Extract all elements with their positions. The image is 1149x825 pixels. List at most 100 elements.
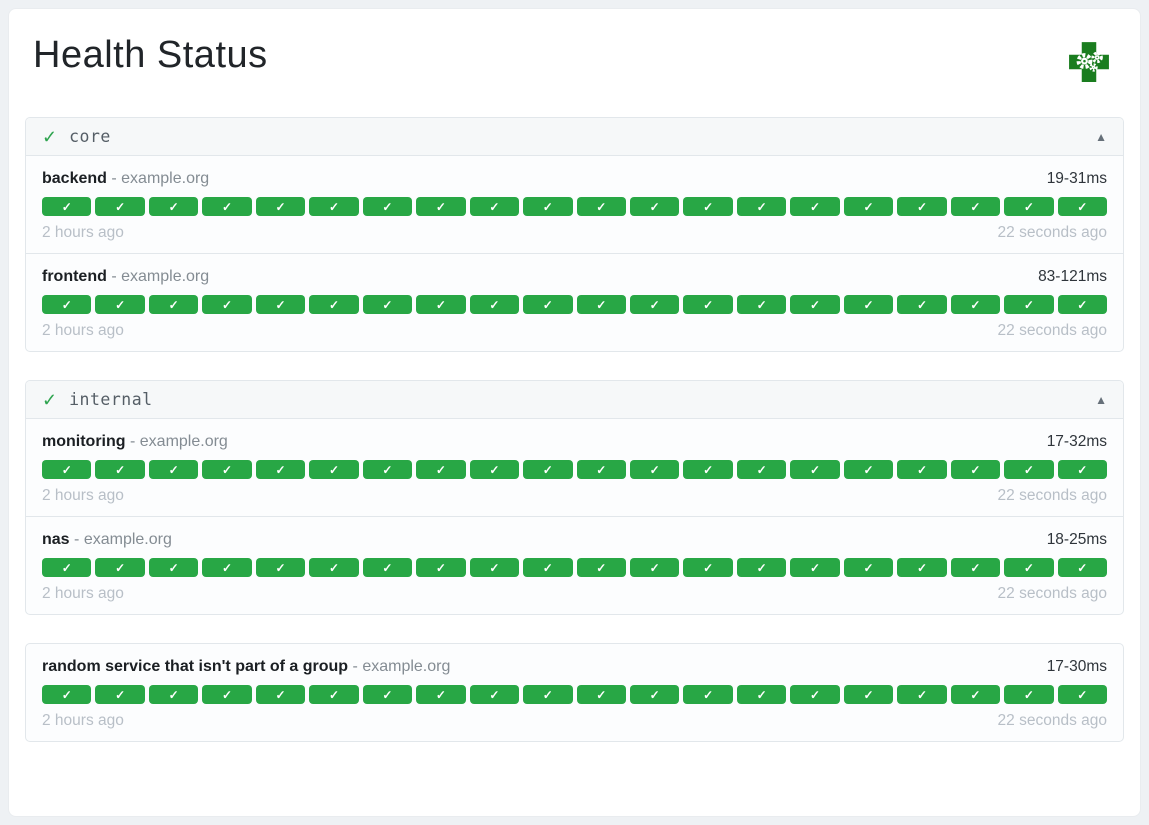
health-check-badge[interactable]: ✓ <box>416 295 466 314</box>
health-check-badge[interactable]: ✓ <box>202 685 252 704</box>
health-check-badge[interactable]: ✓ <box>42 685 92 704</box>
health-check-badge[interactable]: ✓ <box>523 685 573 704</box>
health-check-badge[interactable]: ✓ <box>202 460 252 479</box>
health-check-badge[interactable]: ✓ <box>416 197 466 216</box>
health-check-badge[interactable]: ✓ <box>148 460 199 479</box>
health-check-badge[interactable]: ✓ <box>362 558 413 577</box>
health-check-badge[interactable]: ✓ <box>843 685 894 704</box>
health-check-badge[interactable]: ✓ <box>42 558 92 577</box>
health-check-badge[interactable]: ✓ <box>1004 685 1054 704</box>
health-check-badge[interactable]: ✓ <box>1004 460 1054 479</box>
health-check-badge[interactable]: ✓ <box>42 460 92 479</box>
health-check-badge[interactable]: ✓ <box>202 295 252 314</box>
health-check-badge[interactable]: ✓ <box>736 295 787 314</box>
health-check-badge[interactable]: ✓ <box>309 558 359 577</box>
health-check-badge[interactable]: ✓ <box>1057 197 1108 216</box>
health-check-badge[interactable]: ✓ <box>683 685 733 704</box>
health-check-badge[interactable]: ✓ <box>255 197 306 216</box>
health-check-badge[interactable]: ✓ <box>629 685 680 704</box>
health-check-badge[interactable]: ✓ <box>42 197 92 216</box>
health-check-badge[interactable]: ✓ <box>629 460 680 479</box>
health-check-badge[interactable]: ✓ <box>950 197 1001 216</box>
health-check-badge[interactable]: ✓ <box>362 295 413 314</box>
health-check-badge[interactable]: ✓ <box>42 295 92 314</box>
health-check-badge[interactable]: ✓ <box>576 558 626 577</box>
health-check-badge[interactable]: ✓ <box>309 460 359 479</box>
health-check-badge[interactable]: ✓ <box>309 685 359 704</box>
health-check-badge[interactable]: ✓ <box>790 558 840 577</box>
health-check-badge[interactable]: ✓ <box>469 685 520 704</box>
health-check-badge[interactable]: ✓ <box>95 558 145 577</box>
health-check-badge[interactable]: ✓ <box>95 685 145 704</box>
health-check-badge[interactable]: ✓ <box>202 558 252 577</box>
health-check-badge[interactable]: ✓ <box>790 295 840 314</box>
health-check-badge[interactable]: ✓ <box>469 460 520 479</box>
health-check-badge[interactable]: ✓ <box>416 685 466 704</box>
health-check-badge[interactable]: ✓ <box>469 197 520 216</box>
health-check-badge[interactable]: ✓ <box>897 558 947 577</box>
health-check-badge[interactable]: ✓ <box>255 558 306 577</box>
health-check-badge[interactable]: ✓ <box>950 685 1001 704</box>
health-check-badge[interactable]: ✓ <box>843 558 894 577</box>
health-check-badge[interactable]: ✓ <box>309 295 359 314</box>
health-check-badge[interactable]: ✓ <box>255 460 306 479</box>
health-check-badge[interactable]: ✓ <box>576 295 626 314</box>
health-check-badge[interactable]: ✓ <box>523 295 573 314</box>
health-check-badge[interactable]: ✓ <box>843 197 894 216</box>
health-check-badge[interactable]: ✓ <box>576 685 626 704</box>
health-check-badge[interactable]: ✓ <box>843 295 894 314</box>
health-check-badge[interactable]: ✓ <box>1004 295 1054 314</box>
health-check-badge[interactable]: ✓ <box>736 460 787 479</box>
health-check-badge[interactable]: ✓ <box>469 558 520 577</box>
health-check-badge[interactable]: ✓ <box>790 197 840 216</box>
group-header[interactable]: ✓ internal ▲ <box>26 381 1123 419</box>
health-check-badge[interactable]: ✓ <box>309 197 359 216</box>
health-check-badge[interactable]: ✓ <box>950 558 1001 577</box>
health-check-badge[interactable]: ✓ <box>469 295 520 314</box>
health-check-badge[interactable]: ✓ <box>1004 558 1054 577</box>
health-check-badge[interactable]: ✓ <box>629 558 680 577</box>
health-check-badge[interactable]: ✓ <box>362 685 413 704</box>
health-check-badge[interactable]: ✓ <box>736 685 787 704</box>
health-check-badge[interactable]: ✓ <box>683 460 733 479</box>
health-check-badge[interactable]: ✓ <box>1004 197 1054 216</box>
health-check-badge[interactable]: ✓ <box>683 295 733 314</box>
health-check-badge[interactable]: ✓ <box>95 197 145 216</box>
health-check-badge[interactable]: ✓ <box>148 558 199 577</box>
health-check-badge[interactable]: ✓ <box>255 685 306 704</box>
health-check-badge[interactable]: ✓ <box>629 295 680 314</box>
health-check-badge[interactable]: ✓ <box>202 197 252 216</box>
health-check-badge[interactable]: ✓ <box>1057 685 1108 704</box>
health-check-badge[interactable]: ✓ <box>843 460 894 479</box>
health-check-badge[interactable]: ✓ <box>897 685 947 704</box>
health-check-badge[interactable]: ✓ <box>736 558 787 577</box>
health-check-badge[interactable]: ✓ <box>683 558 733 577</box>
health-check-badge[interactable]: ✓ <box>362 460 413 479</box>
health-check-badge[interactable]: ✓ <box>362 197 413 216</box>
health-check-badge[interactable]: ✓ <box>576 197 626 216</box>
health-check-badge[interactable]: ✓ <box>95 460 145 479</box>
health-check-badge[interactable]: ✓ <box>950 460 1001 479</box>
health-check-badge[interactable]: ✓ <box>416 460 466 479</box>
health-check-badge[interactable]: ✓ <box>148 197 199 216</box>
health-check-badge[interactable]: ✓ <box>523 558 573 577</box>
health-check-badge[interactable]: ✓ <box>897 460 947 479</box>
health-check-badge[interactable]: ✓ <box>683 197 733 216</box>
health-check-badge[interactable]: ✓ <box>1057 558 1108 577</box>
health-check-badge[interactable]: ✓ <box>523 197 573 216</box>
health-check-badge[interactable]: ✓ <box>148 685 199 704</box>
health-check-badge[interactable]: ✓ <box>148 295 199 314</box>
health-check-badge[interactable]: ✓ <box>897 197 947 216</box>
health-check-badge[interactable]: ✓ <box>629 197 680 216</box>
health-check-badge[interactable]: ✓ <box>790 685 840 704</box>
health-check-badge[interactable]: ✓ <box>416 558 466 577</box>
group-header[interactable]: ✓ core ▲ <box>26 118 1123 156</box>
health-check-badge[interactable]: ✓ <box>790 460 840 479</box>
health-check-badge[interactable]: ✓ <box>523 460 573 479</box>
health-check-badge[interactable]: ✓ <box>576 460 626 479</box>
health-check-badge[interactable]: ✓ <box>736 197 787 216</box>
health-check-badge[interactable]: ✓ <box>950 295 1001 314</box>
health-check-badge[interactable]: ✓ <box>255 295 306 314</box>
health-check-badge[interactable]: ✓ <box>897 295 947 314</box>
health-check-badge[interactable]: ✓ <box>95 295 145 314</box>
